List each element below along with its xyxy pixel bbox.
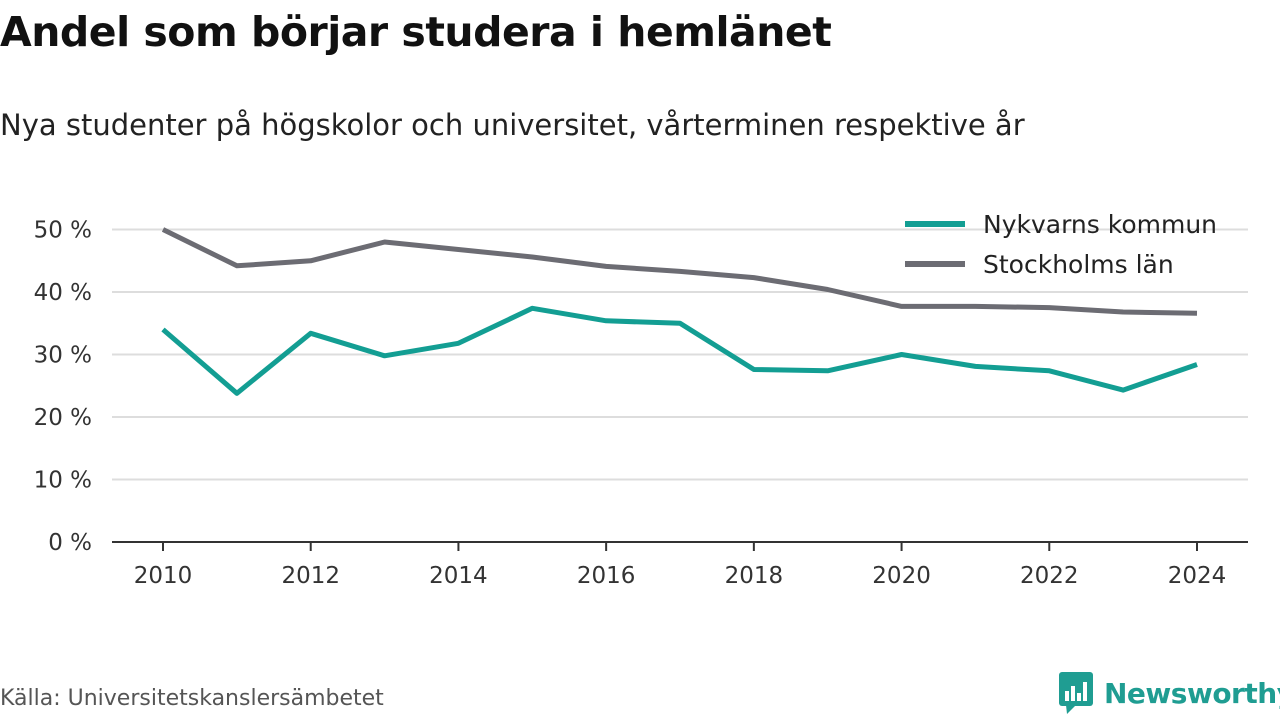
x-tick-label: 2012 — [281, 563, 340, 589]
bar-chart-speech-bubble-icon — [1059, 672, 1093, 714]
series-line-nykvarns-kommun — [161, 305, 1198, 396]
legend: Nykvarns kommun Stockholms län — [905, 210, 1217, 279]
legend-label: Nykvarns kommun — [983, 210, 1217, 239]
y-tick-label: 30 % — [34, 343, 92, 369]
x-tick-label: 2022 — [1020, 563, 1079, 589]
y-tick-label: 50 % — [34, 218, 92, 244]
y-tick-label: 0 % — [48, 530, 92, 556]
x-tick-label: 2024 — [1168, 563, 1227, 589]
source-note: Källa: Universitetskanslersämbetet — [0, 686, 384, 711]
x-tick-label: 2014 — [429, 563, 488, 589]
x-tick-label: 2010 — [134, 563, 193, 589]
brand-logo: Newsworthy — [1058, 671, 1280, 715]
legend-label: Stockholms län — [983, 250, 1174, 279]
grid-layer — [112, 228, 1248, 481]
series-line-stockholms-lan — [161, 227, 1198, 316]
chart-title: Andel som börjar studera i hemlänet — [0, 8, 832, 56]
x-tick-label: 2016 — [577, 563, 636, 589]
axis-layer: 0 % 10 % 20 % 30 % 40 % 50 % 2010 2012 2014 2016 2… — [34, 218, 1248, 589]
chart-subtitle: Nya studenter på högskolor och universit… — [0, 108, 1025, 142]
brand-name: Newsworthy — [1104, 676, 1280, 710]
y-tick-label: 40 % — [34, 280, 92, 306]
x-tick-label: 2020 — [872, 563, 931, 589]
series-layer — [161, 227, 1198, 396]
y-tick-label: 20 % — [34, 405, 92, 431]
x-tick-label: 2018 — [725, 563, 784, 589]
y-tick-label: 10 % — [34, 468, 92, 494]
